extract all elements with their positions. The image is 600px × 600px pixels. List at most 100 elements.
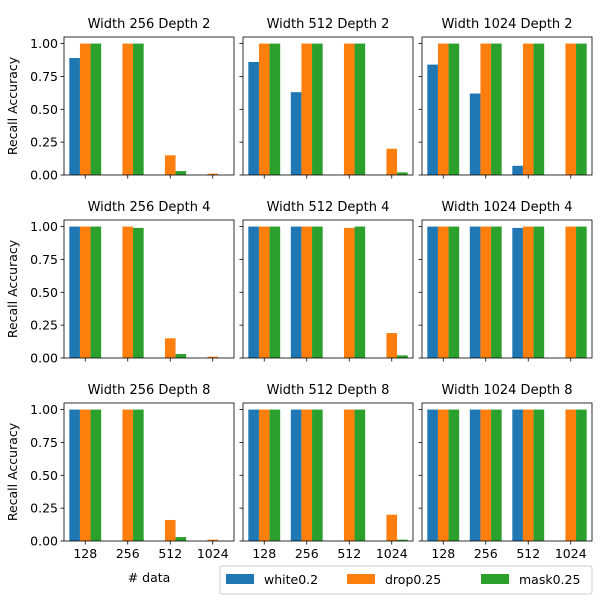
bar-mask025-256 bbox=[133, 409, 144, 541]
bar-drop025-128 bbox=[79, 409, 91, 541]
bar-mask025-128 bbox=[448, 43, 460, 175]
bar-drop025-512 bbox=[164, 338, 176, 358]
bar-white02-128 bbox=[427, 226, 438, 358]
bar-drop025-1024 bbox=[565, 409, 577, 541]
y-tick-label: 0.75 bbox=[30, 435, 58, 450]
bar-drop025-512 bbox=[164, 155, 176, 175]
x-tick-label: 128 bbox=[73, 546, 97, 561]
bar-mask025-1024 bbox=[576, 226, 587, 358]
bar-drop025-128 bbox=[258, 409, 270, 541]
bar-mask025-256 bbox=[133, 227, 144, 358]
bar-white02-128 bbox=[427, 409, 438, 541]
bar-white02-128 bbox=[248, 226, 259, 358]
x-tick-label: 256 bbox=[295, 546, 319, 561]
bar-mask025-512 bbox=[175, 354, 187, 358]
x-tick-label: 128 bbox=[252, 546, 276, 561]
bar-mask025-256 bbox=[133, 43, 144, 175]
axes-frame bbox=[242, 402, 414, 542]
x-tick-label: 1024 bbox=[197, 546, 229, 561]
bar-white02-128 bbox=[427, 64, 438, 175]
x-tick-label: 512 bbox=[158, 546, 182, 561]
bar-drop025-128 bbox=[79, 43, 91, 175]
x-tick-label: 1024 bbox=[555, 546, 587, 561]
x-tick-label: 256 bbox=[474, 546, 498, 561]
y-tick-label: 0.50 bbox=[30, 285, 58, 300]
axes-frame bbox=[63, 219, 235, 359]
subplot-title: Width 256 Depth 8 bbox=[88, 383, 211, 398]
bar-mask025-256 bbox=[491, 226, 502, 358]
bar-white02-128 bbox=[69, 58, 80, 175]
bar-white02-512 bbox=[512, 165, 523, 175]
bar-drop025-256 bbox=[122, 226, 134, 358]
y-tick-label: 0.00 bbox=[30, 168, 58, 183]
axes-frame bbox=[242, 36, 414, 176]
bar-mask025-512 bbox=[354, 43, 366, 175]
bar-white02-128 bbox=[69, 226, 80, 358]
bar-mask025-512 bbox=[533, 226, 545, 358]
bar-drop025-512 bbox=[522, 409, 534, 541]
y-tick-label: 0.50 bbox=[30, 468, 58, 483]
bar-mask025-512 bbox=[354, 226, 366, 358]
bar-drop025-256 bbox=[480, 226, 492, 358]
bar-drop025-256 bbox=[480, 43, 492, 175]
axes-frame bbox=[421, 402, 593, 542]
bar-mask025-128 bbox=[269, 226, 281, 358]
x-tick-label: 1024 bbox=[376, 546, 408, 561]
bar-white02-128 bbox=[69, 409, 80, 541]
y-tick-label: 0.00 bbox=[30, 534, 58, 549]
bar-mask025-128 bbox=[269, 409, 281, 541]
bar-drop025-128 bbox=[437, 43, 449, 175]
bar-drop025-1024 bbox=[386, 333, 398, 358]
bar-white02-256 bbox=[290, 92, 302, 175]
bar-drop025-512 bbox=[343, 409, 355, 541]
legend-swatch-white02 bbox=[226, 574, 254, 584]
bar-drop025-1024 bbox=[565, 226, 577, 358]
axes-frame bbox=[242, 219, 414, 359]
bar-mask025-128 bbox=[448, 409, 460, 541]
bar-white02-256 bbox=[290, 409, 302, 541]
bar-drop025-1024 bbox=[207, 173, 219, 175]
bar-white02-128 bbox=[248, 409, 259, 541]
bar-drop025-128 bbox=[258, 43, 270, 175]
bar-mask025-512 bbox=[533, 409, 545, 541]
bar-white02-256 bbox=[469, 409, 481, 541]
bar-drop025-128 bbox=[437, 226, 449, 358]
bar-mask025-256 bbox=[491, 43, 502, 175]
x-tick-label: 128 bbox=[431, 546, 455, 561]
bar-mask025-128 bbox=[448, 226, 460, 358]
legend-swatch-drop025 bbox=[347, 574, 375, 584]
y-axis-label: Recall Accuracy bbox=[5, 56, 20, 155]
bar-mask025-256 bbox=[312, 43, 323, 175]
y-axis-label: Recall Accuracy bbox=[5, 422, 20, 521]
subplot-title: Width 512 Depth 4 bbox=[267, 200, 390, 215]
legend-label: white0.2 bbox=[264, 572, 318, 587]
y-tick-label: 1.00 bbox=[30, 36, 58, 51]
bar-drop025-512 bbox=[343, 227, 355, 358]
y-tick-label: 0.25 bbox=[30, 501, 58, 516]
bar-white02-512 bbox=[512, 409, 523, 541]
axes-frame bbox=[63, 36, 235, 176]
bar-mask025-1024 bbox=[576, 43, 587, 175]
subplot-title: Width 1024 Depth 2 bbox=[441, 17, 572, 32]
bar-drop025-512 bbox=[164, 519, 176, 541]
subplot-title: Width 512 Depth 2 bbox=[267, 17, 390, 32]
bar-mask025-1024 bbox=[397, 539, 408, 541]
y-tick-label: 0.75 bbox=[30, 69, 58, 84]
axes-frame bbox=[421, 219, 593, 359]
x-axis-label: # data bbox=[128, 570, 171, 585]
bar-mask025-128 bbox=[90, 43, 102, 175]
bar-drop025-256 bbox=[480, 409, 492, 541]
axes-frame bbox=[63, 402, 235, 542]
bar-drop025-1024 bbox=[386, 148, 398, 175]
bar-drop025-512 bbox=[343, 43, 355, 175]
bar-mask025-512 bbox=[354, 409, 366, 541]
bar-drop025-256 bbox=[122, 43, 134, 175]
bar-drop025-128 bbox=[437, 409, 449, 541]
bar-white02-128 bbox=[248, 61, 259, 175]
x-tick-label: 256 bbox=[116, 546, 140, 561]
legend-swatch-mask025 bbox=[481, 574, 509, 584]
legend-label: mask0.25 bbox=[519, 572, 580, 587]
bar-mask025-256 bbox=[312, 226, 323, 358]
y-tick-label: 1.00 bbox=[30, 402, 58, 417]
bar-mask025-512 bbox=[533, 43, 545, 175]
